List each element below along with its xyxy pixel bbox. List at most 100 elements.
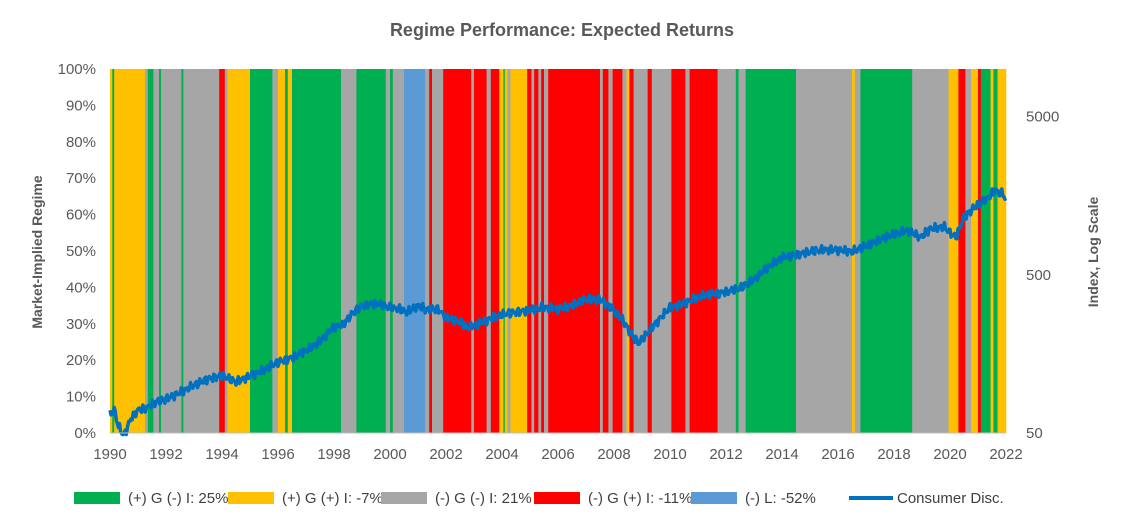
regime-band [390, 69, 394, 433]
left-axis: 0% 10% 20% 30% 40% 50% 60% 70% 80% 90% 100% [58, 61, 96, 442]
y-tick-label: 60% [66, 207, 96, 224]
series-layer [108, 187, 1008, 437]
x-tick-label: 2002 [429, 446, 462, 463]
regime-band [432, 69, 444, 433]
regime-band [997, 69, 1007, 433]
regime-band [980, 69, 991, 433]
legend-label: (-) G (-) I: 21% [435, 490, 532, 507]
y2-tick-label: 50 [1026, 425, 1043, 442]
x-tick-label: 2010 [653, 446, 686, 463]
regime-band [272, 69, 279, 433]
y-tick-label: 80% [66, 134, 96, 151]
regime-band [971, 69, 979, 433]
regime-band [153, 69, 160, 433]
regime-band [110, 69, 113, 433]
legend-swatch [691, 492, 737, 504]
regime-band [285, 69, 289, 433]
regime-band [183, 69, 220, 433]
regime-band [993, 69, 998, 433]
regime-band [504, 69, 508, 433]
x-tick-label: 1992 [149, 446, 182, 463]
regime-band [735, 69, 739, 433]
y2-tick-label: 5000 [1026, 109, 1059, 126]
regime-band [474, 69, 487, 433]
y-tick-label: 40% [66, 279, 96, 296]
regime-band [860, 69, 913, 433]
regime-band [671, 69, 686, 433]
regime-band [527, 69, 532, 433]
x-tick-label: 1998 [317, 446, 350, 463]
regime-band [385, 69, 391, 433]
regime-band [392, 69, 405, 433]
legend-swatch [381, 492, 427, 504]
regime-band [112, 69, 115, 433]
x-tick-label: 2014 [765, 446, 798, 463]
x-tick-label: 2006 [541, 446, 574, 463]
x-tick-label: 2022 [989, 446, 1022, 463]
regime-band [341, 69, 357, 433]
regime-band [159, 69, 162, 433]
y-tick-label: 10% [66, 389, 96, 406]
regime-band [978, 69, 982, 433]
regime-band [122, 69, 146, 433]
y-tick-label: 90% [66, 97, 96, 114]
regime-band [181, 69, 184, 433]
regime-band [404, 69, 426, 433]
regime-band [147, 69, 154, 433]
regime-band [503, 69, 506, 433]
regime-band [534, 69, 539, 433]
y-axis-title: Market-Implied Regime [29, 175, 45, 328]
series-line-consumer-disc [108, 187, 1008, 437]
legend-label: (+) G (+) I: -7% [282, 490, 383, 507]
legend-label: (-) G (+) I: -11% [588, 490, 692, 507]
x-tick-label: 2008 [597, 446, 630, 463]
regime-band [912, 69, 949, 433]
regime-band [145, 69, 149, 433]
right-axis: 50 500 5000 [1026, 109, 1059, 442]
y-tick-label: 30% [66, 316, 96, 333]
regime-band [626, 69, 630, 433]
regime-band [990, 69, 994, 433]
legend-label: Consumer Disc. [897, 490, 1004, 507]
regime-band [948, 69, 959, 433]
x-tick-label: 2004 [485, 446, 518, 463]
x-tick-label: 2012 [709, 446, 742, 463]
regime-band [490, 69, 500, 433]
regime-band [250, 69, 273, 433]
regime-band [548, 69, 601, 433]
regime-band [499, 69, 504, 433]
x-axis: 1990 1992 1994 1996 1998 2000 2002 2004 2006 2008… [93, 432, 1023, 463]
regime-band [292, 69, 342, 433]
legend-swatch [228, 492, 274, 504]
regime-band [219, 69, 226, 433]
y2-tick-label: 500 [1026, 267, 1051, 284]
y-tick-label: 20% [66, 352, 96, 369]
x-tick-label: 1994 [205, 446, 238, 463]
regime-band [629, 69, 634, 433]
y-tick-label: 50% [66, 243, 96, 260]
chart-title: Regime Performance: Expected Returns [390, 20, 734, 40]
regime-band [612, 69, 623, 433]
regime-band [471, 69, 475, 433]
regime-band [538, 69, 542, 433]
regime-band [647, 69, 653, 433]
regime-band [602, 69, 609, 433]
regime-band [965, 69, 972, 433]
x-tick-label: 1990 [93, 446, 126, 463]
regime-band [622, 69, 627, 433]
legend-label: (-) L: -52% [745, 490, 816, 507]
regime-band [443, 69, 472, 433]
legend-label: (+) G (-) I: 25% [128, 490, 228, 507]
regime-band [160, 69, 182, 433]
regime-band [544, 69, 549, 433]
regime-band [600, 69, 604, 433]
legend-swatch [534, 492, 580, 504]
regime-band [685, 69, 690, 433]
regime-band [224, 69, 228, 433]
y-tick-label: 100% [58, 61, 96, 78]
regime-band [738, 69, 746, 433]
regime-band [651, 69, 672, 433]
legend-swatch [74, 492, 120, 504]
regime-band [507, 69, 511, 433]
